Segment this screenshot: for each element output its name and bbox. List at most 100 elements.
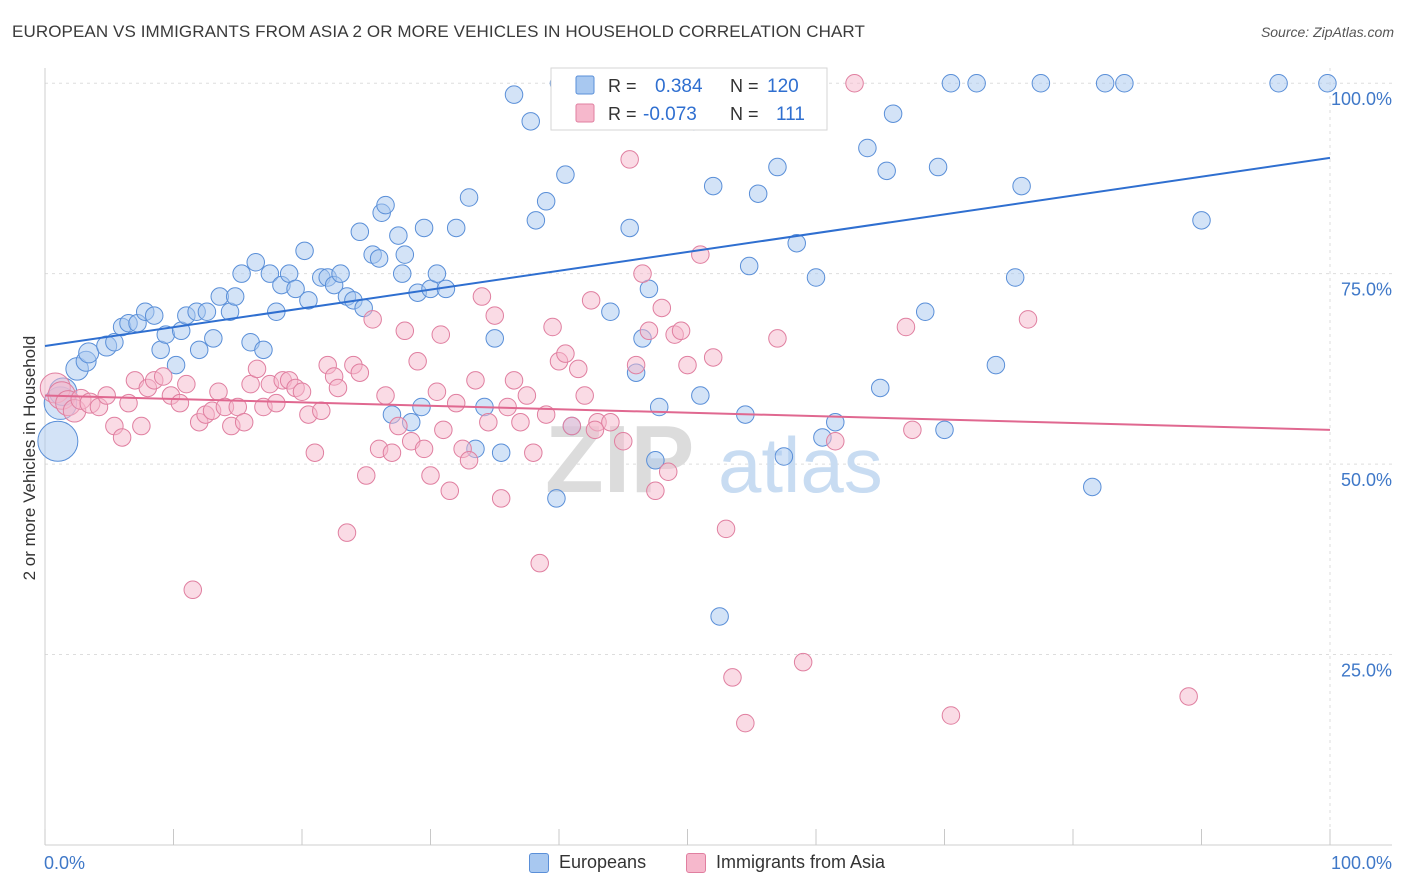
stats-legend-box: [550, 67, 828, 131]
asia-point-9: [112, 428, 132, 447]
european-point-67: [526, 211, 546, 230]
asia-point-7: [97, 386, 116, 405]
asia-point-83: [601, 412, 620, 432]
asia-point-60: [446, 393, 466, 413]
legend-label-asia: Immigrants from Asia: [716, 852, 886, 872]
european-point-81: [646, 451, 665, 470]
asia-point-19: [183, 580, 203, 600]
asia-point-81: [581, 291, 601, 310]
european-point-35: [299, 291, 318, 310]
stats-r-value-asia: -0.073: [643, 104, 697, 125]
asia-point-99: [736, 713, 755, 733]
asia-point-69: [504, 371, 524, 390]
asia-point-17: [170, 393, 190, 413]
european-point-106: [928, 157, 948, 177]
asia-point-101: [793, 652, 813, 672]
trend-lines: [44, 156, 1331, 431]
asia-point-27: [234, 412, 254, 432]
asia-point-70: [511, 412, 530, 432]
european-point-119: [1318, 73, 1337, 93]
european-point-25: [232, 264, 251, 283]
european-point-118: [1269, 73, 1288, 93]
asia-point-91: [658, 462, 678, 481]
stats-legend: R = 0.384 N = 120 R = -0.073 N = 111: [550, 67, 828, 131]
european-point-63: [485, 329, 504, 348]
european-point-39: [331, 264, 350, 283]
european-point-77: [620, 218, 639, 238]
x-tick-labels: 0.0% 100.0%: [44, 853, 1392, 873]
european-point-47: [376, 195, 395, 215]
asia-point-36: [292, 382, 312, 401]
legend-item-europeans: Europeans: [529, 852, 646, 873]
european-point-68: [536, 192, 556, 211]
asia-point-67: [491, 489, 511, 508]
asia-point-47: [363, 310, 382, 329]
european-point-86: [691, 386, 710, 405]
european-point-71: [556, 165, 575, 184]
european-point-5: [78, 342, 100, 364]
asia-point-71: [517, 386, 537, 405]
asia-point-56: [421, 466, 440, 485]
asia-point-97: [716, 519, 736, 539]
european-point-20: [197, 302, 217, 322]
asia-point-12: [132, 416, 151, 436]
european-point-60: [459, 188, 479, 207]
european-point-110: [986, 355, 1006, 375]
european-point-94: [768, 157, 787, 177]
asia-point-88: [639, 321, 659, 341]
asia-point-73: [530, 553, 549, 573]
asia-point-63: [466, 371, 485, 390]
asia-point-50: [382, 443, 402, 462]
asia-point-54: [408, 352, 427, 371]
european-point-34: [295, 241, 314, 261]
asia-point-39: [312, 401, 331, 421]
european-point-96: [787, 233, 806, 253]
asia-point-87: [633, 264, 652, 283]
european-point-28: [254, 340, 273, 360]
asia-point-90: [652, 298, 672, 318]
european-point-101: [858, 138, 877, 158]
stats-r-value-europeans: 0.384: [655, 76, 703, 97]
european-point-113: [1031, 73, 1051, 93]
european-point-105: [915, 302, 935, 322]
european-point-111: [1005, 268, 1025, 287]
european-point-92: [748, 184, 768, 203]
asia-point-42: [328, 378, 348, 398]
european-point-66: [521, 112, 540, 131]
asia-point-57: [427, 382, 447, 401]
european-point-29: [260, 264, 280, 283]
european-point-15: [166, 355, 186, 375]
asia-point-74: [536, 405, 556, 424]
asia-point-38: [305, 443, 325, 462]
european-point-64: [491, 443, 511, 462]
asia-point-46: [357, 466, 376, 485]
x-ticks: [44, 829, 1331, 845]
stats-swatch-asia: [575, 103, 595, 123]
european-point-65: [504, 85, 524, 104]
european-point-51: [395, 245, 415, 264]
european-point-102: [871, 378, 890, 398]
y-tick-label-0: 25.0%: [1341, 661, 1392, 681]
asia-point-84: [614, 432, 633, 451]
source-label: Source: ZipAtlas.com: [1260, 24, 1394, 40]
european-point-42: [350, 222, 370, 242]
asia-point-109: [431, 325, 451, 344]
european-point-100: [826, 412, 845, 432]
asia-point-32: [267, 393, 286, 413]
european-point-95: [774, 447, 794, 466]
asia-point-18: [177, 374, 196, 394]
data-points: [37, 73, 1337, 733]
asia-point-94: [678, 355, 697, 375]
european-point-27: [246, 253, 265, 272]
stats-swatch-europeans: [575, 75, 595, 95]
asia-point-15: [153, 367, 173, 386]
stats-n-value-asia: 111: [776, 104, 805, 125]
asia-point-108: [1179, 687, 1198, 706]
european-point-88: [710, 607, 729, 626]
asia-point-58: [434, 420, 453, 440]
asia-point-110: [585, 420, 605, 440]
european-point-109: [967, 73, 986, 93]
asia-trend-line: [44, 394, 1331, 431]
european-point-115: [1095, 73, 1115, 93]
asia-point-107: [1018, 310, 1038, 329]
